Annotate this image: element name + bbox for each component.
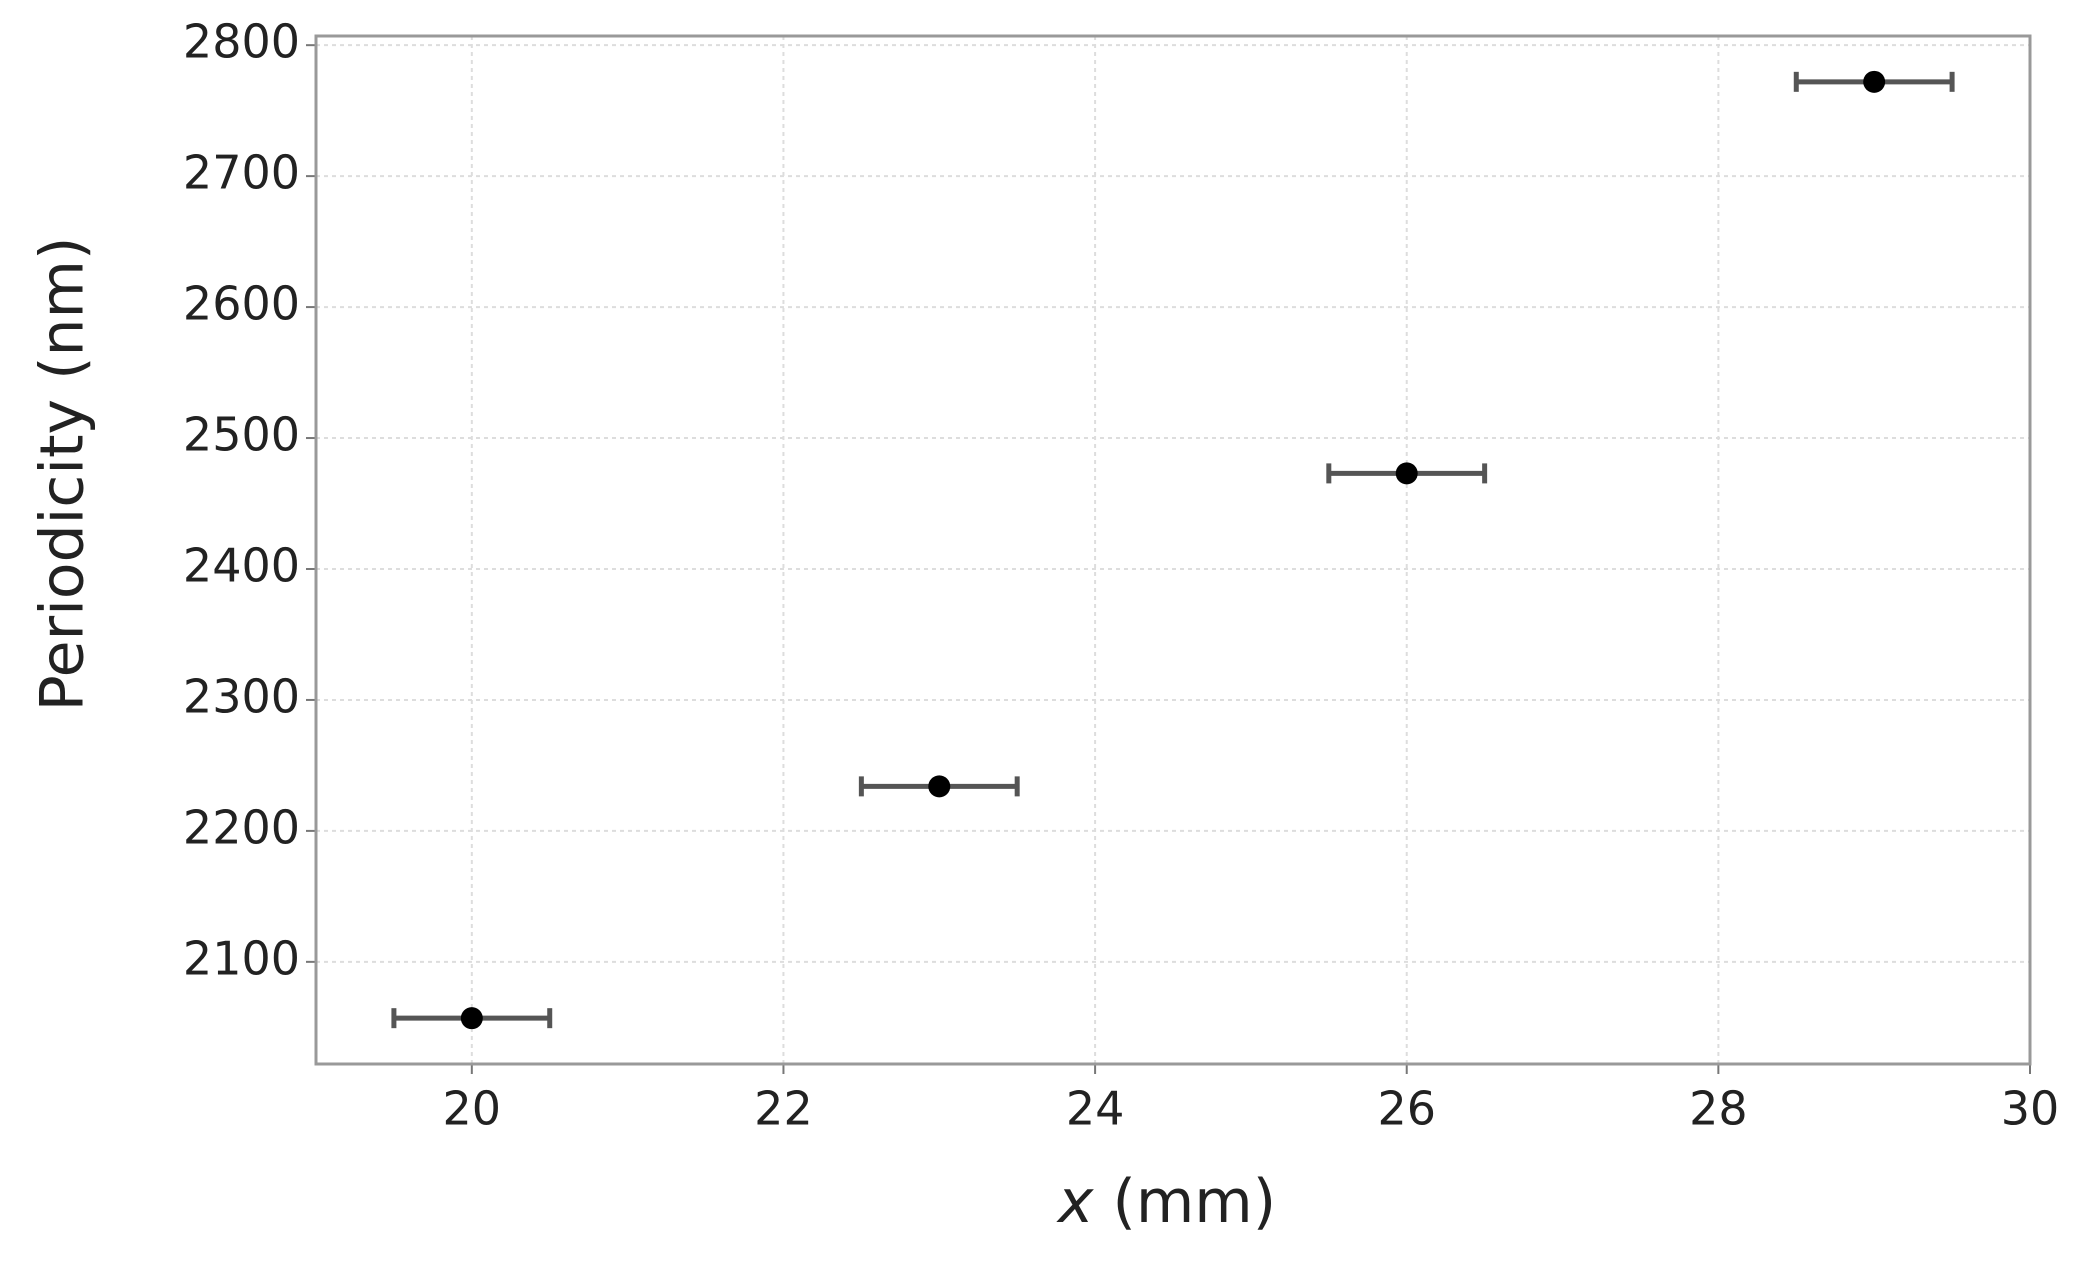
y-tick-label: 2200 (183, 800, 300, 854)
x-tick-label: 30 (2001, 1082, 2060, 1136)
y-tick-label: 2500 (183, 408, 300, 462)
x-axis-symbol: x (1056, 1167, 1094, 1237)
x-tick-label: 20 (443, 1082, 502, 1136)
y-axis-label: Periodicity (nm) (28, 237, 98, 712)
x-axis-unit: (mm) (1112, 1167, 1276, 1237)
y-tick-label: 2400 (183, 538, 300, 592)
x-tick-label: 22 (754, 1082, 813, 1136)
point (460, 1007, 483, 1030)
x-tick-label: 26 (1377, 1082, 1436, 1136)
plot-frame (314, 34, 2032, 1066)
point (928, 775, 951, 798)
x-axis-label: x (mm) (1056, 1167, 1276, 1237)
y-tick-label: 2100 (183, 931, 300, 985)
x-tick-label: 24 (1066, 1082, 1125, 1136)
point (1863, 70, 1886, 93)
point (1395, 462, 1418, 485)
x-tick-label: 28 (1689, 1082, 1748, 1136)
y-tick-label: 2300 (183, 669, 300, 723)
y-tick-label: 2600 (183, 277, 300, 331)
y-tick-label: 2800 (183, 15, 300, 69)
y-tick-label: 2700 (183, 146, 300, 200)
